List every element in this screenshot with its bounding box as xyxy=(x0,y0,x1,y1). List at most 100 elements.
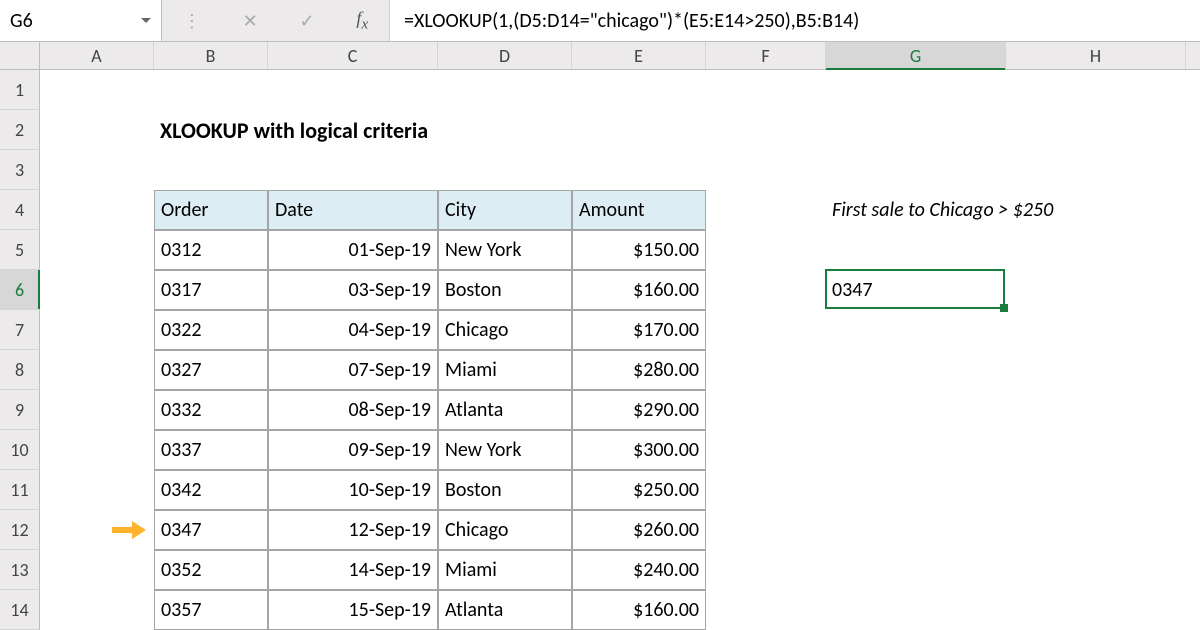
col-header-C[interactable]: C xyxy=(268,42,438,69)
cell-D8[interactable]: Miami xyxy=(438,350,572,390)
name-box[interactable]: G6 xyxy=(0,0,162,41)
row-header-4[interactable]: 4 xyxy=(0,190,40,230)
cell-G9[interactable] xyxy=(826,390,1006,430)
cell-F13[interactable] xyxy=(706,550,826,590)
col-header-H[interactable]: H xyxy=(1006,42,1186,69)
cell-C12[interactable]: 12-Sep-19 xyxy=(268,510,438,550)
cell-D14[interactable]: Atlanta xyxy=(438,590,572,630)
cell-G2[interactable] xyxy=(826,110,1006,150)
cell-D13[interactable]: Miami xyxy=(438,550,572,590)
row-header-12[interactable]: 12 xyxy=(0,510,40,550)
cell-G5[interactable] xyxy=(826,230,1006,270)
cell-G10[interactable] xyxy=(826,430,1006,470)
row-header-14[interactable]: 14 xyxy=(0,590,40,630)
cell-B6[interactable]: 0317 xyxy=(154,270,268,310)
cell-H3[interactable] xyxy=(1006,150,1186,190)
cell-B8[interactable]: 0327 xyxy=(154,350,268,390)
cell-E2[interactable] xyxy=(572,110,706,150)
cell-F8[interactable] xyxy=(706,350,826,390)
cell-C6[interactable]: 03-Sep-19 xyxy=(268,270,438,310)
cell-A12[interactable] xyxy=(40,510,154,550)
cell-G13[interactable] xyxy=(826,550,1006,590)
cell-F12[interactable] xyxy=(706,510,826,550)
cell-D2[interactable] xyxy=(438,110,572,150)
cell-G3[interactable] xyxy=(826,150,1006,190)
cell-A4[interactable] xyxy=(40,190,154,230)
cell-F4[interactable] xyxy=(706,190,826,230)
cell-H7[interactable] xyxy=(1006,310,1186,350)
select-all-corner[interactable] xyxy=(0,42,40,69)
cell-E14[interactable]: $160.00 xyxy=(572,590,706,630)
cell-E13[interactable]: $240.00 xyxy=(572,550,706,590)
cancel-icon[interactable]: ✕ xyxy=(237,10,264,32)
spreadsheet-grid[interactable]: 1 2 XLOOKUP with logical criteria 3 xyxy=(0,70,1200,630)
row-header-2[interactable]: 2 xyxy=(0,110,40,150)
fx-icon[interactable]: fx xyxy=(350,8,374,34)
row-header-1[interactable]: 1 xyxy=(0,70,40,110)
row-header-13[interactable]: 13 xyxy=(0,550,40,590)
chevron-down-icon[interactable] xyxy=(141,18,151,23)
cell-H11[interactable] xyxy=(1006,470,1186,510)
cell-B12[interactable]: 0347 xyxy=(154,510,268,550)
cell-G7[interactable] xyxy=(826,310,1006,350)
cell-B10[interactable]: 0337 xyxy=(154,430,268,470)
cell-G11[interactable] xyxy=(826,470,1006,510)
col-header-B[interactable]: B xyxy=(154,42,268,69)
cell-B3[interactable] xyxy=(154,150,268,190)
cell-C10[interactable]: 09-Sep-19 xyxy=(268,430,438,470)
cell-F7[interactable] xyxy=(706,310,826,350)
row-header-8[interactable]: 8 xyxy=(0,350,40,390)
cell-E8[interactable]: $280.00 xyxy=(572,350,706,390)
cell-F6[interactable] xyxy=(706,270,826,310)
cell-B14[interactable]: 0357 xyxy=(154,590,268,630)
cell-B11[interactable]: 0342 xyxy=(154,470,268,510)
cell-C7[interactable]: 04-Sep-19 xyxy=(268,310,438,350)
result-note[interactable]: First sale to Chicago > $250 xyxy=(826,190,1006,230)
cell-A10[interactable] xyxy=(40,430,154,470)
cell-A11[interactable] xyxy=(40,470,154,510)
cell-G14[interactable] xyxy=(826,590,1006,630)
cell-E12[interactable]: $260.00 xyxy=(572,510,706,550)
cell-D5[interactable]: New York xyxy=(438,230,572,270)
cell-H5[interactable] xyxy=(1006,230,1186,270)
cell-F5[interactable] xyxy=(706,230,826,270)
cell-D1[interactable] xyxy=(438,70,572,110)
row-header-6[interactable]: 6 xyxy=(0,270,40,310)
cell-F1[interactable] xyxy=(706,70,826,110)
cell-H8[interactable] xyxy=(1006,350,1186,390)
cell-D6[interactable]: Boston xyxy=(438,270,572,310)
cell-F10[interactable] xyxy=(706,430,826,470)
cell-C1[interactable] xyxy=(268,70,438,110)
cell-E3[interactable] xyxy=(572,150,706,190)
page-title[interactable]: XLOOKUP with logical criteria xyxy=(154,110,268,150)
cell-A9[interactable] xyxy=(40,390,154,430)
row-header-9[interactable]: 9 xyxy=(0,390,40,430)
row-header-11[interactable]: 11 xyxy=(0,470,40,510)
cell-H14[interactable] xyxy=(1006,590,1186,630)
dots-icon[interactable]: ⋮ xyxy=(177,10,207,32)
cell-A8[interactable] xyxy=(40,350,154,390)
tbl-header-date[interactable]: Date xyxy=(268,190,438,230)
cell-F2[interactable] xyxy=(706,110,826,150)
cell-B1[interactable] xyxy=(154,70,268,110)
cell-C5[interactable]: 01-Sep-19 xyxy=(268,230,438,270)
row-header-3[interactable]: 3 xyxy=(0,150,40,190)
cell-A1[interactable] xyxy=(40,70,154,110)
row-header-10[interactable]: 10 xyxy=(0,430,40,470)
cell-F14[interactable] xyxy=(706,590,826,630)
tbl-header-order[interactable]: Order xyxy=(154,190,268,230)
cell-E11[interactable]: $250.00 xyxy=(572,470,706,510)
cell-A2[interactable] xyxy=(40,110,154,150)
tbl-header-city[interactable]: City xyxy=(438,190,572,230)
tbl-header-amount[interactable]: Amount xyxy=(572,190,706,230)
cell-C2[interactable] xyxy=(268,110,438,150)
cell-C13[interactable]: 14-Sep-19 xyxy=(268,550,438,590)
cell-A5[interactable] xyxy=(40,230,154,270)
cell-D9[interactable]: Atlanta xyxy=(438,390,572,430)
col-header-F[interactable]: F xyxy=(706,42,826,69)
cell-D7[interactable]: Chicago xyxy=(438,310,572,350)
col-header-E[interactable]: E xyxy=(572,42,706,69)
row-header-7[interactable]: 7 xyxy=(0,310,40,350)
col-header-G[interactable]: G xyxy=(826,42,1006,69)
col-header-A[interactable]: A xyxy=(40,42,154,69)
